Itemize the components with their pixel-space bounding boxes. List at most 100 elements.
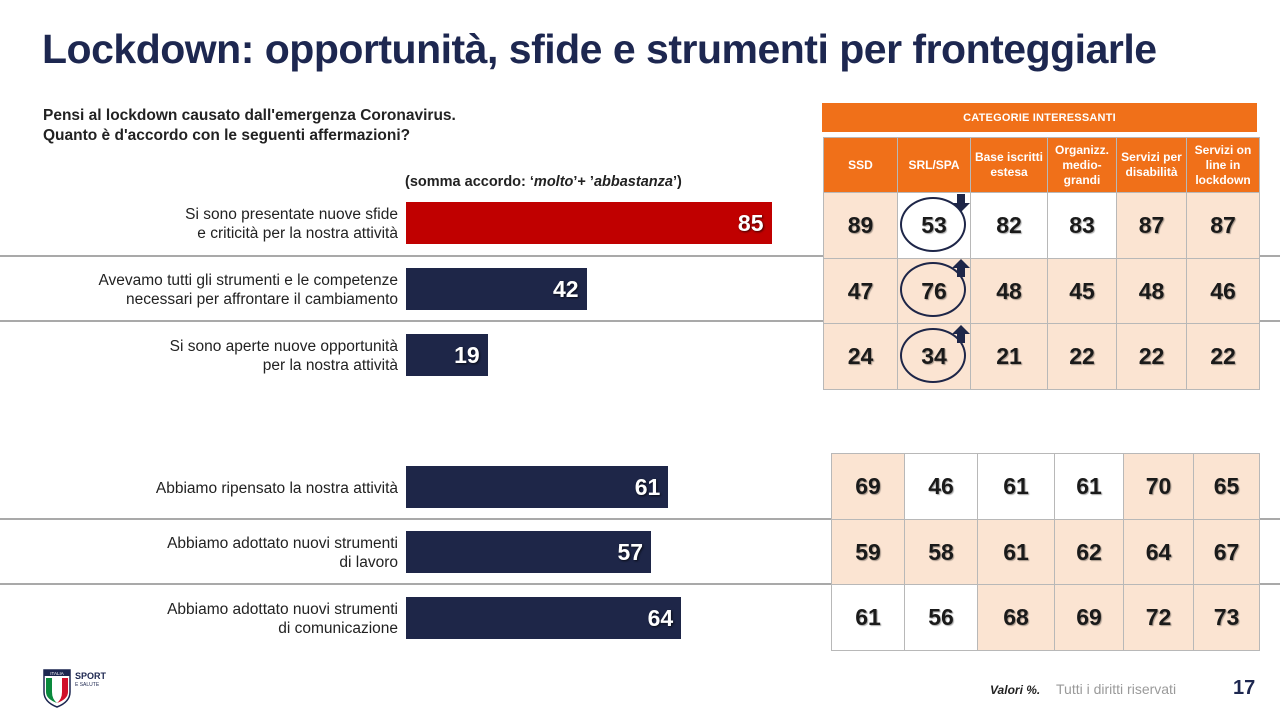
- table-cell: 46: [904, 453, 978, 520]
- category-label-line: necessari per affrontare il cambiamento: [126, 291, 398, 308]
- table-cell: 48: [970, 258, 1048, 324]
- table-cell: 22: [1047, 323, 1117, 390]
- highlight-circle: [900, 328, 966, 383]
- table-cell: 62: [1054, 519, 1124, 585]
- table-cell: 73: [1193, 584, 1260, 651]
- bar: 64: [406, 597, 682, 639]
- bar: 42: [406, 268, 587, 310]
- footer-values-note: Valori %.: [990, 683, 1041, 697]
- arrow-down-icon: [952, 194, 970, 212]
- table-cell: 69: [1054, 584, 1124, 651]
- arrow-up-icon: [952, 259, 970, 277]
- category-label-line: Si sono presentate nuove sfide: [185, 206, 398, 223]
- bar-value-label: 57: [617, 538, 644, 565]
- table-cell: 61: [977, 519, 1055, 585]
- table-cell: 56: [904, 584, 978, 651]
- arrow-up-icon: [952, 325, 970, 343]
- bar: 19: [406, 334, 488, 376]
- table-cell: 61: [831, 584, 905, 651]
- row-separator: [0, 518, 1280, 520]
- header-servizi-online: Servizi on line in lockdown: [1186, 137, 1260, 193]
- logo-badge-text: ITALIA: [50, 671, 63, 676]
- table-cell: 64: [1123, 519, 1194, 585]
- category-label: Abbiamo adottato nuovi strumenti di comun…: [20, 600, 398, 638]
- bar-value-label: 64: [647, 604, 674, 631]
- category-label-line: Avevamo tutti gli strumenti e le compete…: [98, 272, 398, 289]
- bar: 85: [406, 202, 772, 244]
- header-servizi-disabilita: Servizi per disabilità: [1116, 137, 1187, 193]
- bar-value-label: 61: [634, 473, 661, 500]
- table-row: 47 76 48 45 48 46: [823, 258, 1260, 324]
- row-separator: [0, 583, 1280, 585]
- category-label: Avevamo tutti gli strumenti e le compete…: [20, 271, 398, 309]
- sum-note-abbastanza: abbastanza: [593, 174, 673, 190]
- logo-salute-text: E SALUTE: [75, 682, 100, 688]
- row-separator: [0, 255, 1280, 257]
- survey-question: Pensi al lockdown causato dall'emergenza…: [43, 106, 456, 146]
- sum-note-mid: ’+ ’: [573, 174, 594, 190]
- category-label-line: Abbiamo adottato nuovi strumenti: [167, 601, 398, 618]
- table-row: 89 53 82 83 87 87: [823, 192, 1260, 259]
- table-cell: 21: [970, 323, 1048, 390]
- category-label: Abbiamo adottato nuovi strumenti di lavor…: [20, 534, 398, 572]
- table-cell: 65: [1193, 453, 1260, 520]
- category-label-line: di lavoro: [339, 554, 398, 571]
- table-cell: 69: [831, 453, 905, 520]
- category-label: Si sono presentate nuove sfide e criticit…: [20, 205, 398, 243]
- table-cell: 46: [1186, 258, 1260, 324]
- category-label-line: di comunicazione: [278, 620, 398, 637]
- table-cell: 89: [823, 192, 898, 259]
- table-cell: 61: [1054, 453, 1124, 520]
- table-row: 24 34 21 22 22 22: [823, 323, 1260, 390]
- category-label: Si sono aperte nuove opportunità per la n…: [20, 337, 398, 375]
- table-cell: 58: [904, 519, 978, 585]
- table-cell: 48: [1116, 258, 1187, 324]
- highlight-circle: [900, 262, 966, 317]
- table-cell: 59: [831, 519, 905, 585]
- bar-value-label: 42: [553, 275, 579, 302]
- row-separator: [0, 320, 1280, 322]
- page-number: 17: [1233, 677, 1256, 699]
- bar: 61: [406, 466, 669, 508]
- categories-table-top: SSD SRL/SPA Base iscritti estesa Organiz…: [823, 137, 1260, 390]
- category-label-line: Si sono aperte nuove opportunità: [169, 338, 398, 355]
- table-cell: 87: [1116, 192, 1187, 259]
- footer-rights: Tutti i diritti riservati: [1056, 681, 1177, 697]
- header-ssd: SSD: [823, 137, 898, 193]
- sport-e-salute-logo: ITALIA SPORT E SALUTE: [43, 669, 107, 708]
- table-cell: 67: [1193, 519, 1260, 585]
- table-cell: 83: [1047, 192, 1117, 259]
- header-base-iscritti: Base iscritti estesa: [970, 137, 1048, 193]
- table-cell: 22: [1116, 323, 1187, 390]
- table-cell: 82: [970, 192, 1048, 259]
- categories-table-bottom: 69 46 61 61 70 65 59 58 61 62 64 67 61 56 68 69 72 73: [831, 453, 1260, 651]
- question-line-2: Quanto è d'accordo con le seguenti affer…: [43, 127, 411, 144]
- sum-note-suffix: ’): [672, 174, 682, 190]
- table-row: 61 56 68 69 72 73: [831, 584, 1260, 651]
- category-label-line: e criticità per la nostra attività: [197, 225, 398, 242]
- table-cell: 45: [1047, 258, 1117, 324]
- page-title: Lockdown: opportunità, sfide e strumenti…: [42, 26, 1157, 72]
- table-cell: 72: [1123, 584, 1194, 651]
- category-label: Abbiamo ripensato la nostra attività: [20, 479, 398, 498]
- table-row: 69 46 61 61 70 65: [831, 453, 1260, 520]
- table-cell: 22: [1186, 323, 1260, 390]
- bar: 57: [406, 531, 652, 573]
- sum-note-prefix: (somma accordo: ‘: [405, 174, 534, 190]
- bar-value-label: 19: [454, 341, 480, 368]
- category-label-line: per la nostra attività: [262, 357, 398, 374]
- sum-agreement-note: (somma accordo: ‘molto’+ ’abbastanza’): [405, 174, 682, 190]
- table-cell: 70: [1123, 453, 1194, 520]
- table-row: 59 58 61 62 64 67: [831, 519, 1260, 585]
- category-label-line: Abbiamo ripensato la nostra attività: [155, 479, 398, 497]
- header-organizz: Organizz. medio-grandi: [1047, 137, 1117, 193]
- question-line-1: Pensi al lockdown causato dall'emergenza…: [43, 107, 456, 124]
- category-label-line: Abbiamo adottato nuovi strumenti: [167, 535, 398, 552]
- table-cell: 47: [823, 258, 898, 324]
- highlight-circle: [900, 197, 966, 252]
- table-cell: 68: [977, 584, 1055, 651]
- header-srl-spa: SRL/SPA: [897, 137, 971, 193]
- table-cell: 24: [823, 323, 898, 390]
- categories-banner: CATEGORIE INTERESSANTI: [822, 103, 1257, 132]
- logo-sport-text: SPORT: [75, 671, 107, 681]
